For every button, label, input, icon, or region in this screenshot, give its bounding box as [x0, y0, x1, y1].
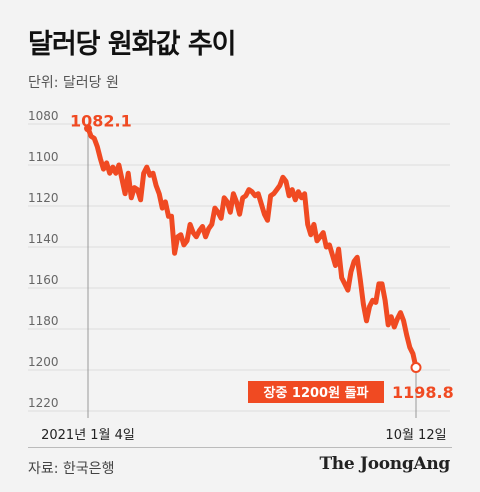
- end-value-label: 1198.8: [392, 383, 454, 402]
- source-note: 자료: 한국은행: [28, 461, 115, 477]
- y-tick-label-1160: 1160: [28, 273, 59, 287]
- y-tick-label-1220: 1220: [28, 396, 59, 410]
- end-point: [410, 362, 422, 374]
- annotation-box: [248, 381, 384, 403]
- x-tick-label-end: 10월 12일: [385, 428, 446, 443]
- chart-title: 달러당 원화값 추이: [28, 29, 237, 60]
- annotation-text: 장중 1200원 돌파: [263, 385, 368, 401]
- brand-logo: The JoongAng: [319, 454, 450, 474]
- start-point: [84, 124, 92, 133]
- y-tick-label-1180: 1180: [28, 314, 59, 328]
- y-tick-label-1080: 1080: [28, 109, 59, 123]
- series-line: [85, 125, 419, 370]
- y-tick-label-1200: 1200: [28, 355, 59, 369]
- y-tick-label-1120: 1120: [28, 191, 59, 205]
- footer-divider: [28, 447, 452, 448]
- start-value-label: 1082.1: [70, 111, 132, 130]
- y-tick-label-1140: 1140: [28, 232, 59, 246]
- y-tick-label-1100: 1100: [28, 150, 59, 164]
- x-tick-label-start: 2021년 1월 4일: [41, 428, 135, 443]
- unit-label: 단위: 달러당 원: [28, 75, 119, 91]
